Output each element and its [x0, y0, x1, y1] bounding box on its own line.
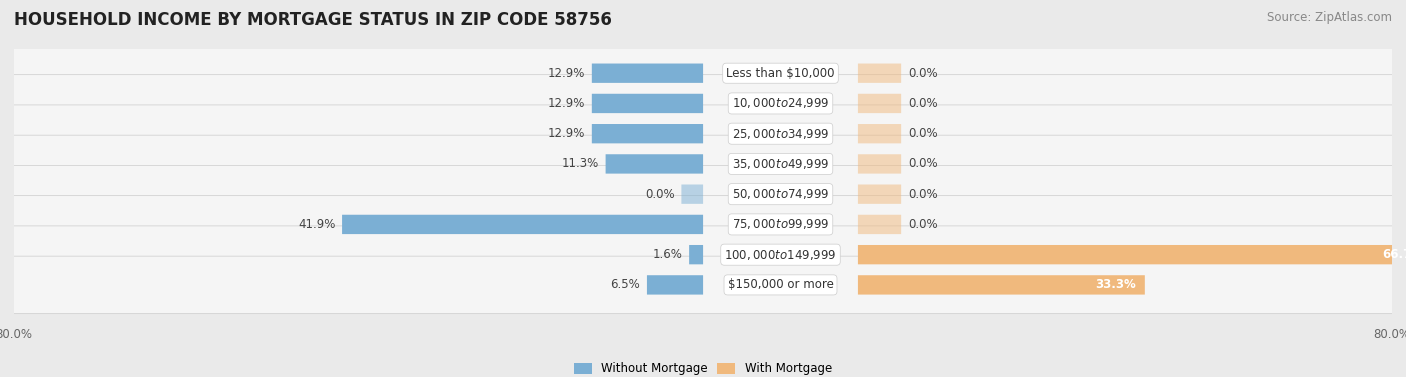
FancyBboxPatch shape	[858, 245, 1406, 264]
Text: 0.0%: 0.0%	[908, 158, 938, 170]
Text: 11.3%: 11.3%	[561, 158, 599, 170]
FancyBboxPatch shape	[858, 215, 901, 234]
Text: 0.0%: 0.0%	[908, 97, 938, 110]
Text: 0.0%: 0.0%	[908, 127, 938, 140]
FancyBboxPatch shape	[592, 64, 703, 83]
Text: HOUSEHOLD INCOME BY MORTGAGE STATUS IN ZIP CODE 58756: HOUSEHOLD INCOME BY MORTGAGE STATUS IN Z…	[14, 11, 612, 29]
Text: $25,000 to $34,999: $25,000 to $34,999	[731, 127, 830, 141]
FancyBboxPatch shape	[647, 275, 703, 294]
FancyBboxPatch shape	[7, 44, 1399, 102]
FancyBboxPatch shape	[858, 94, 901, 113]
FancyBboxPatch shape	[858, 154, 901, 174]
FancyBboxPatch shape	[858, 64, 901, 83]
Text: 6.5%: 6.5%	[610, 278, 640, 291]
FancyBboxPatch shape	[7, 166, 1399, 223]
FancyBboxPatch shape	[858, 124, 901, 143]
Text: 0.0%: 0.0%	[908, 218, 938, 231]
FancyBboxPatch shape	[682, 184, 703, 204]
FancyBboxPatch shape	[342, 215, 703, 234]
Text: Less than $10,000: Less than $10,000	[727, 67, 835, 80]
Text: $10,000 to $24,999: $10,000 to $24,999	[731, 97, 830, 110]
Text: 41.9%: 41.9%	[298, 218, 335, 231]
FancyBboxPatch shape	[592, 124, 703, 143]
FancyBboxPatch shape	[7, 105, 1399, 162]
Text: 66.7%: 66.7%	[1382, 248, 1406, 261]
Text: 12.9%: 12.9%	[548, 127, 585, 140]
FancyBboxPatch shape	[7, 226, 1399, 284]
Text: $75,000 to $99,999: $75,000 to $99,999	[731, 218, 830, 231]
Text: $150,000 or more: $150,000 or more	[727, 278, 834, 291]
FancyBboxPatch shape	[858, 184, 901, 204]
Text: 12.9%: 12.9%	[548, 97, 585, 110]
Text: $35,000 to $49,999: $35,000 to $49,999	[731, 157, 830, 171]
Text: 12.9%: 12.9%	[548, 67, 585, 80]
FancyBboxPatch shape	[7, 196, 1399, 253]
FancyBboxPatch shape	[689, 245, 703, 264]
FancyBboxPatch shape	[7, 256, 1399, 314]
Text: 1.6%: 1.6%	[652, 248, 682, 261]
FancyBboxPatch shape	[592, 94, 703, 113]
Text: 0.0%: 0.0%	[908, 67, 938, 80]
FancyBboxPatch shape	[606, 154, 703, 174]
Text: 0.0%: 0.0%	[645, 188, 675, 201]
FancyBboxPatch shape	[858, 275, 1144, 294]
Text: 0.0%: 0.0%	[908, 188, 938, 201]
Text: $100,000 to $149,999: $100,000 to $149,999	[724, 248, 837, 262]
Text: Source: ZipAtlas.com: Source: ZipAtlas.com	[1267, 11, 1392, 24]
Text: $50,000 to $74,999: $50,000 to $74,999	[731, 187, 830, 201]
FancyBboxPatch shape	[7, 75, 1399, 132]
Legend: Without Mortgage, With Mortgage: Without Mortgage, With Mortgage	[571, 359, 835, 377]
FancyBboxPatch shape	[7, 135, 1399, 193]
Text: 33.3%: 33.3%	[1095, 278, 1136, 291]
